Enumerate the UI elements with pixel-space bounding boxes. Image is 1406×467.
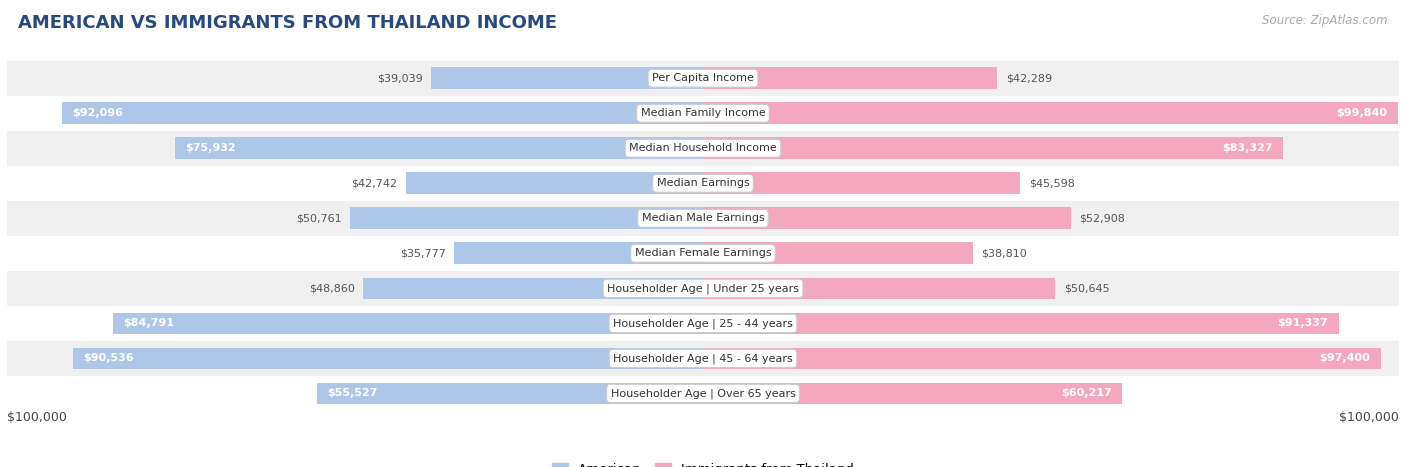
- Text: $52,908: $52,908: [1080, 213, 1125, 223]
- Bar: [7, 306, 1399, 341]
- Bar: [73, 347, 703, 369]
- Text: $48,860: $48,860: [309, 283, 354, 293]
- Text: Householder Age | Over 65 years: Householder Age | Over 65 years: [610, 388, 796, 399]
- Bar: [703, 102, 1398, 124]
- Text: $42,742: $42,742: [352, 178, 396, 188]
- Text: Median Earnings: Median Earnings: [657, 178, 749, 188]
- Text: Householder Age | Under 25 years: Householder Age | Under 25 years: [607, 283, 799, 294]
- Bar: [7, 341, 1399, 376]
- Bar: [7, 61, 1399, 96]
- Text: AMERICAN VS IMMIGRANTS FROM THAILAND INCOME: AMERICAN VS IMMIGRANTS FROM THAILAND INC…: [18, 14, 557, 32]
- Text: Median Male Earnings: Median Male Earnings: [641, 213, 765, 223]
- Bar: [174, 137, 703, 159]
- Text: $92,096: $92,096: [73, 108, 124, 118]
- Bar: [7, 96, 1399, 131]
- Bar: [703, 312, 1339, 334]
- Bar: [7, 201, 1399, 236]
- Text: $75,932: $75,932: [186, 143, 236, 153]
- Text: $100,000: $100,000: [7, 411, 67, 424]
- Legend: American, Immigrants from Thailand: American, Immigrants from Thailand: [547, 458, 859, 467]
- Text: Median Family Income: Median Family Income: [641, 108, 765, 118]
- Bar: [432, 67, 703, 89]
- Bar: [363, 277, 703, 299]
- Bar: [7, 271, 1399, 306]
- Text: Householder Age | 25 - 44 years: Householder Age | 25 - 44 years: [613, 318, 793, 329]
- Bar: [703, 67, 997, 89]
- Bar: [703, 172, 1021, 194]
- Text: $50,645: $50,645: [1064, 283, 1109, 293]
- Text: Householder Age | 45 - 64 years: Householder Age | 45 - 64 years: [613, 353, 793, 364]
- Bar: [7, 376, 1399, 411]
- Text: $45,598: $45,598: [1029, 178, 1074, 188]
- Bar: [7, 166, 1399, 201]
- Bar: [703, 277, 1056, 299]
- Bar: [703, 382, 1122, 404]
- Bar: [454, 242, 703, 264]
- Text: $90,536: $90,536: [83, 354, 134, 363]
- Bar: [405, 172, 703, 194]
- Text: $39,039: $39,039: [377, 73, 423, 83]
- Bar: [703, 242, 973, 264]
- Text: $60,217: $60,217: [1062, 389, 1112, 398]
- Text: Per Capita Income: Per Capita Income: [652, 73, 754, 83]
- Bar: [62, 102, 703, 124]
- Bar: [703, 207, 1071, 229]
- Text: Source: ZipAtlas.com: Source: ZipAtlas.com: [1263, 14, 1388, 27]
- Text: $38,810: $38,810: [981, 248, 1028, 258]
- Text: $55,527: $55,527: [328, 389, 377, 398]
- Text: $84,791: $84,791: [124, 318, 174, 328]
- Text: $99,840: $99,840: [1337, 108, 1388, 118]
- Text: Median Female Earnings: Median Female Earnings: [634, 248, 772, 258]
- Text: $97,400: $97,400: [1320, 354, 1371, 363]
- Text: $42,289: $42,289: [1005, 73, 1052, 83]
- Bar: [7, 131, 1399, 166]
- Bar: [703, 347, 1381, 369]
- Bar: [350, 207, 703, 229]
- Text: $35,777: $35,777: [399, 248, 446, 258]
- Bar: [703, 137, 1282, 159]
- Bar: [316, 382, 703, 404]
- Bar: [7, 236, 1399, 271]
- Text: Median Household Income: Median Household Income: [628, 143, 778, 153]
- Text: $50,761: $50,761: [295, 213, 342, 223]
- Text: $91,337: $91,337: [1278, 318, 1329, 328]
- Bar: [112, 312, 703, 334]
- Text: $100,000: $100,000: [1339, 411, 1399, 424]
- Text: $83,327: $83,327: [1222, 143, 1272, 153]
